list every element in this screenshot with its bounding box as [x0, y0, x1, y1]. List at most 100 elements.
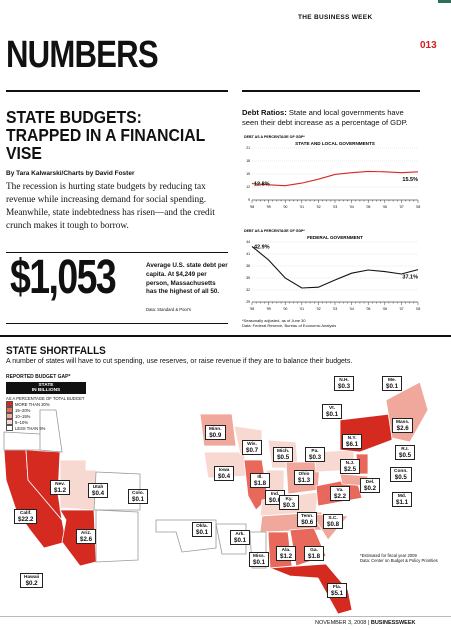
state-value: $1.2 [280, 552, 293, 560]
legend-items: MORE THAN 20% 15–20% 10–15% 5–10% LESS THAN … [6, 401, 86, 431]
state-value: $0.1 [234, 536, 247, 544]
chart-federal: DEBT AS A PERCENTAGE OF GDP* FEDERAL GOVE… [242, 226, 422, 321]
y-tick-label: 21 [246, 146, 250, 150]
state-name: Calif. [19, 510, 32, 516]
state-value: $1.8 [254, 479, 267, 487]
x-tick-label: '06 [383, 205, 388, 209]
stat-source: Data: Standard & Poor's [146, 307, 192, 312]
state-label-okla: Okla. $0.1 [192, 522, 213, 537]
article-title: STATE BUDGETS: TRAPPED IN A FINANCIAL VI… [6, 107, 205, 163]
state-name: Va. [336, 487, 344, 493]
state-label-iowa: Iowa $0.4 [214, 466, 235, 481]
state-value: $0.1 [132, 495, 145, 503]
x-tick-label: '01 [300, 307, 305, 311]
start-value-label: 42.9% [254, 244, 270, 250]
state-value: $0.4 [92, 489, 105, 497]
end-value-label: 15.5% [402, 177, 418, 183]
x-tick-label: '08 [416, 307, 421, 311]
state-label-r-i: R.I. $0.5 [395, 445, 416, 460]
legend-swatch [6, 413, 13, 419]
map-legend: REPORTED BUDGET GAP* STATE IN BILLIONS A… [6, 374, 86, 431]
state-name: Ky. [285, 496, 293, 502]
chart-federal-svg: DEBT AS A PERCENTAGE OF GDP*FEDERAL GOVE… [244, 229, 421, 311]
state-label-ill: Ill. $1.8 [250, 473, 271, 488]
state-name: Nev. [55, 481, 65, 487]
state-value: $0.2 [364, 484, 377, 492]
state-name: Okla. [196, 523, 208, 529]
state-value: $0.3 [338, 382, 351, 390]
state-name: N.H. [339, 377, 349, 383]
legend-label: 15–20% [15, 407, 31, 413]
legend-title: REPORTED BUDGET GAP* [6, 374, 71, 380]
state-shape-idaho [39, 409, 63, 453]
section-title: NUMBERS [6, 34, 159, 76]
x-tick-label: '07 [399, 205, 404, 209]
state-value: $2.6 [396, 424, 409, 432]
y-tick-label: 35 [246, 276, 250, 280]
state-shape-ore [3, 431, 43, 451]
state-value: $0.1 [253, 558, 266, 566]
x-tick-label: '04 [349, 307, 354, 311]
legend-swatch [6, 407, 13, 413]
state-label-colo: Colo. $0.1 [128, 489, 149, 504]
y-tick-label: 44 [246, 240, 250, 244]
x-tick-label: '05 [366, 307, 371, 311]
state-value: $0.5 [399, 451, 412, 459]
footer: NOVEMBER 3, 2008 | BUSINESSWEEK [315, 620, 415, 626]
legend-label: MORE THAN 20% [15, 401, 50, 407]
state-value: $0.1 [386, 382, 399, 390]
debt-source: Data: Federal Reserve, Bureau of Economi… [242, 323, 337, 329]
legend-item: MORE THAN 20% [6, 401, 86, 407]
series-line [251, 170, 419, 187]
footer-brand: BUSINESSWEEK [370, 620, 416, 626]
legend-item: 5–10% [6, 419, 86, 425]
state-label-pa: Pa. $0.3 [305, 447, 326, 462]
state-label-va: Va. $2.2 [330, 486, 351, 501]
state-label-vt: Vt. $0.1 [322, 404, 343, 419]
publication-header: THE BUSINESS WEEK [298, 14, 373, 21]
divider [242, 90, 420, 92]
y-tick-label: 29 [246, 300, 250, 304]
x-tick-label: '98 [250, 205, 255, 209]
state-value: $2.2 [334, 492, 347, 500]
state-value: $0.4 [218, 472, 231, 480]
state-value: $0.3 [283, 501, 296, 509]
map-notes: *Estimated for fiscal year 2009 Data: Ce… [360, 553, 446, 564]
state-name: Utah [92, 484, 104, 490]
y-tick-label: 38 [246, 264, 250, 268]
state-value: $0.5 [394, 473, 407, 481]
chart-state-local-svg: DEBT AS A PERCENTAGE OF GDP* STATE AND LO… [244, 135, 420, 209]
chart-ylabel: DEBT AS A PERCENTAGE OF GDP* [244, 135, 305, 139]
debt-heading: Debt Ratios: State and local governments… [242, 108, 422, 127]
state-name: Tenn. [301, 513, 314, 519]
state-value: $0.1 [196, 528, 209, 536]
x-tick-label: '06 [383, 307, 388, 311]
debt-heading-bold: Debt Ratios: [242, 108, 287, 117]
state-shape-nm [95, 509, 139, 563]
x-tick-label: '00 [283, 205, 288, 209]
state-label-ga: Ga. $1.8 [304, 546, 325, 561]
state-label-mass: Mass. $2.6 [392, 418, 414, 433]
state-label-me: Me. $0.1 [382, 376, 403, 391]
y-tick-label: 18 [246, 159, 250, 163]
state-label-nev: Nev. $1.2 [50, 480, 71, 495]
state-label-utah: Utah $0.4 [88, 483, 109, 498]
debt-heading-text: State and local governments have seen th… [242, 108, 408, 127]
state-label-fla: Fla. $5.1 [327, 583, 348, 598]
x-tick-label: '05 [366, 205, 371, 209]
y-tick-label: 41 [246, 252, 250, 256]
x-tick-label: '03 [333, 205, 338, 209]
section-divider [0, 335, 451, 337]
state-value: $1.1 [396, 498, 409, 506]
state-label-ark: Ark. $0.1 [230, 530, 251, 545]
y-tick-label: 9 [248, 198, 250, 202]
page-number: 013 [420, 40, 437, 51]
state-label-n-y: N.Y. $6.1 [342, 434, 363, 449]
legend-item: LESS THAN 5% [6, 425, 86, 431]
state-value: $0.9 [209, 431, 222, 439]
legend-label: 5–10% [15, 419, 29, 425]
state-value: $1.2 [54, 486, 67, 494]
chart-ylabel: DEBT AS A PERCENTAGE OF GDP* [244, 229, 305, 233]
state-name: Ariz. [80, 530, 92, 536]
state-name: Me. [388, 377, 397, 383]
